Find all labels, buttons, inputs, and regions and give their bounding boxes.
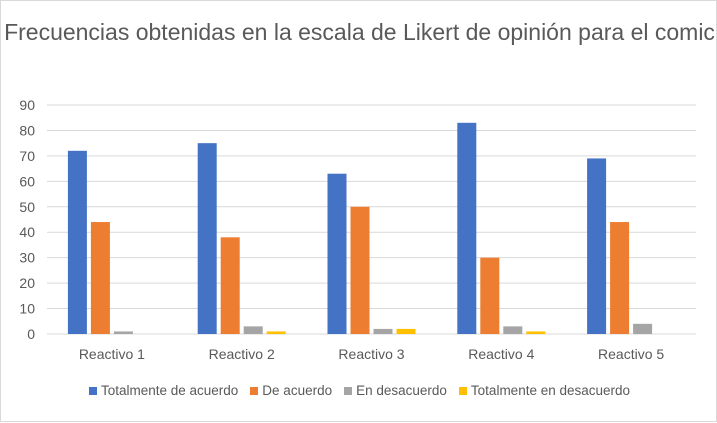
legend-label: De acuerdo (262, 383, 333, 398)
y-tick-label: 30 (19, 250, 35, 266)
bar (266, 331, 286, 334)
y-tick-label: 70 (19, 148, 35, 164)
y-tick-label: 60 (19, 173, 35, 189)
bar (90, 222, 110, 334)
bar (350, 206, 370, 334)
legend-swatch (88, 386, 97, 395)
bar (396, 328, 416, 334)
legend-swatch (250, 386, 259, 395)
bar (457, 122, 477, 334)
y-tick-label: 90 (19, 97, 35, 113)
bar (113, 331, 133, 334)
bar (587, 158, 607, 334)
y-tick-label: 0 (27, 326, 35, 342)
legend-item: En desacuerdo (344, 383, 447, 398)
bar (503, 326, 523, 334)
x-tick-label: Reactivo 1 (79, 346, 145, 362)
bar (220, 237, 240, 334)
legend-swatch (344, 386, 353, 395)
bar (373, 328, 393, 334)
x-tick-label: Reactivo 4 (468, 346, 534, 362)
legend: Totalmente de acuerdo De acuerdo En desacu… (1, 383, 717, 398)
bar (327, 173, 347, 334)
bar (610, 222, 630, 334)
bar (67, 150, 87, 334)
bar (526, 331, 546, 334)
y-tick-label: 40 (19, 224, 35, 240)
x-tick-label: Reactivo 5 (598, 346, 664, 362)
bar (197, 143, 217, 334)
x-tick-label: Reactivo 2 (209, 346, 275, 362)
legend-swatch (458, 386, 467, 395)
legend-item: Totalmente de acuerdo (88, 383, 239, 398)
legend-label: Totalmente de acuerdo (100, 383, 239, 398)
x-tick-label: Reactivo 3 (338, 346, 404, 362)
y-tick-label: 10 (19, 301, 35, 317)
bar (480, 257, 500, 334)
bar (243, 326, 263, 334)
legend-label: En desacuerdo (356, 383, 447, 398)
y-tick-label: 50 (19, 199, 35, 215)
bar (633, 323, 653, 334)
y-tick-label: 20 (19, 275, 35, 291)
y-tick-label: 80 (19, 122, 35, 138)
chart-title: Frecuencias obtenidas en la escala de Li… (4, 19, 715, 45)
legend-item: De acuerdo (250, 383, 332, 398)
legend-item: Totalmente en desacuerdo (458, 383, 631, 398)
legend-label: Totalmente en desacuerdo (470, 383, 631, 398)
